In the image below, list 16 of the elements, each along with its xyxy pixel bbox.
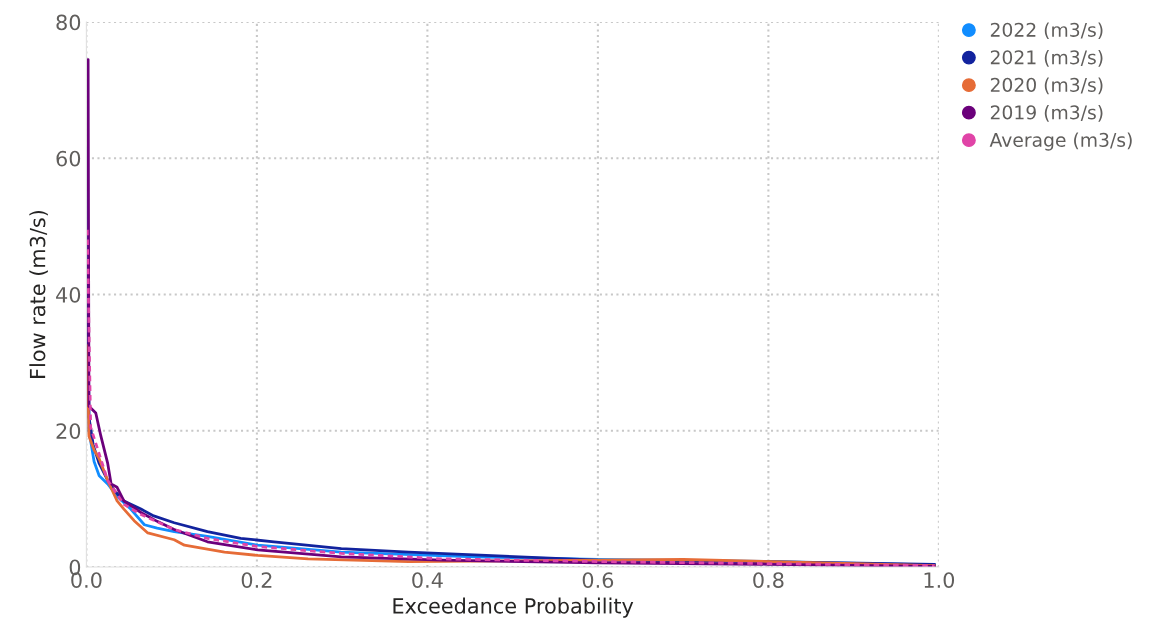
legend-label: 2021 (m3/s) (990, 49, 1103, 67)
x-tick-label: 1.0 (924, 572, 955, 588)
y-tick-label: 40 (56, 286, 81, 303)
y-tick-label: 20 (56, 423, 81, 439)
legend-label: 2019 (m3/s) (990, 104, 1103, 122)
y-tick-label: 60 (56, 150, 81, 167)
x-tick-label: 0.8 (753, 572, 784, 588)
x-tick-label: 0.4 (412, 572, 443, 588)
y-tick-label: 80 (56, 14, 81, 31)
legend-label: 2022 (m3/s) (990, 22, 1103, 40)
x-axis-title: Exceedance Probability (393, 597, 634, 618)
legend-label: 2020 (m3/s) (990, 77, 1103, 95)
x-tick-label: 0.6 (582, 572, 614, 588)
x-tick-label: 0.2 (241, 572, 272, 588)
legend-label: Average (m3/s) (989, 132, 1132, 151)
y-axis-title: Flow rate (m3/s) (29, 210, 48, 378)
